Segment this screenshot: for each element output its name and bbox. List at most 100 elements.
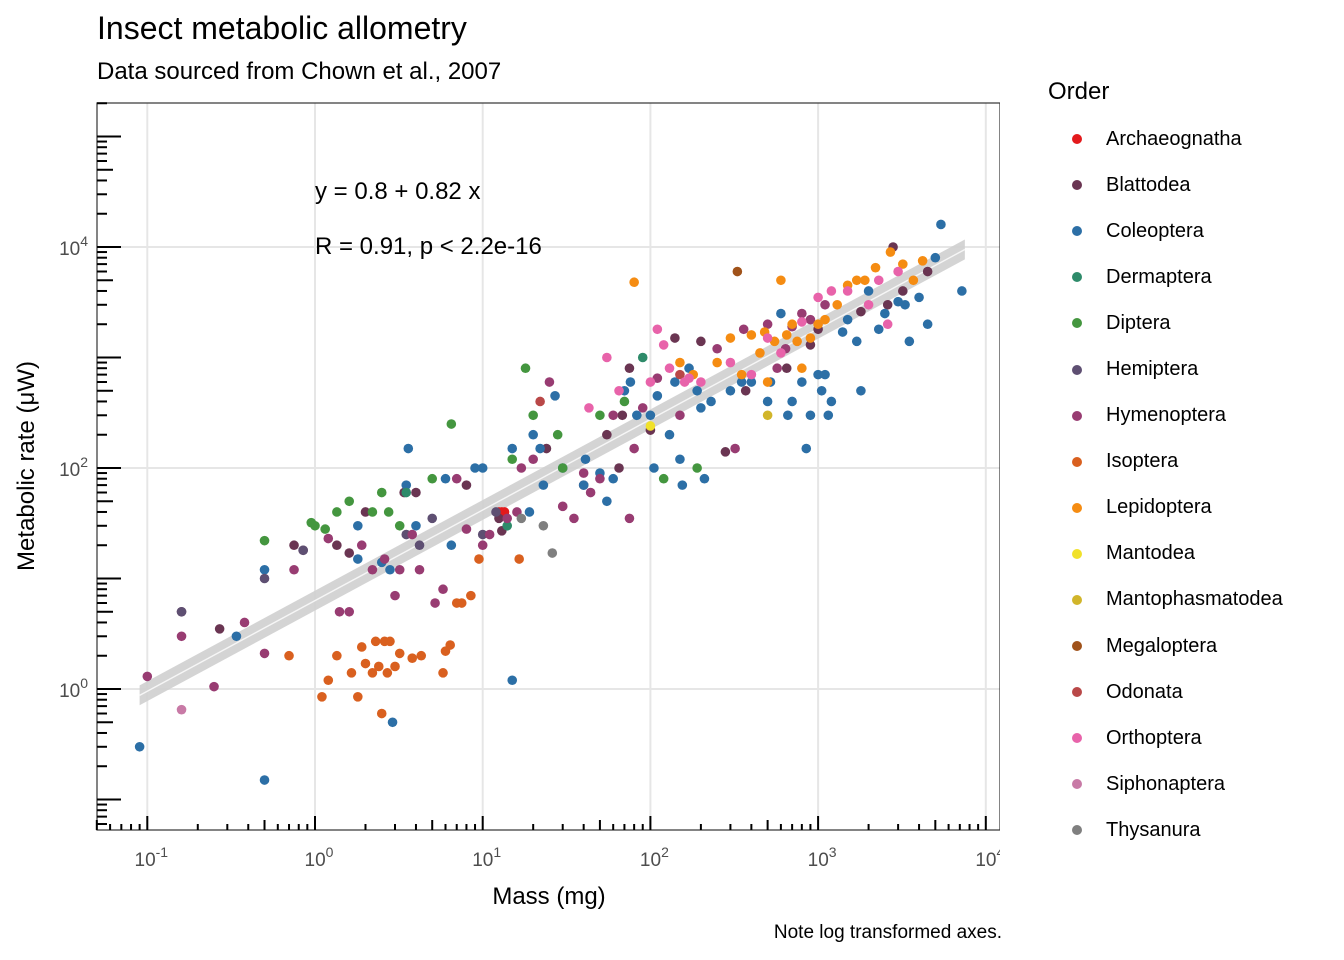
data-point [477,529,488,540]
data-point [762,396,773,407]
plot-panel-border [96,102,1000,831]
data-point [544,377,555,387]
data-point [898,286,908,296]
data-point [332,540,342,551]
legend-item: Hemiptera [1048,346,1283,392]
data-point [608,473,618,484]
data-point [816,385,827,396]
data-point [214,624,225,634]
series-orthoptera [584,266,903,413]
data-point [696,377,706,387]
data-point [367,668,378,678]
data-point [535,443,545,454]
data-point [619,396,630,407]
data-point [792,336,802,347]
data-point [863,299,874,310]
data-point [930,252,941,263]
data-point [360,658,371,669]
data-point [820,299,830,310]
data-point [692,385,702,396]
data-point [484,529,495,540]
data-point [922,319,933,330]
legend-key [1048,825,1106,836]
data-point [394,648,405,659]
data-point [746,369,757,380]
data-point [677,480,688,490]
data-point [385,636,395,647]
data-point [176,606,187,617]
data-point [401,480,412,490]
data-point [863,286,874,296]
data-point [776,308,786,319]
x-tick-label: 10-1 [135,844,169,871]
data-point [407,653,418,663]
data-point [746,377,757,387]
data-point [477,463,488,473]
data-point [411,487,421,498]
data-point [762,377,773,387]
data-point [696,336,706,347]
data-point [880,308,890,319]
data-point [520,363,531,374]
legend-dot [1072,318,1082,329]
scatter-plot: 10-1 100 101 102 103 104 100 102 104 Mass (mg) Met… [13,102,1000,910]
legend-item: Orthoptera [1048,715,1283,761]
data-point [893,266,903,277]
data-point [323,533,334,544]
legend-label: Megaloptera [1106,634,1218,657]
data-point [332,650,342,661]
data-point [725,385,736,396]
data-point [614,385,624,396]
data-point [645,421,656,431]
data-point [914,292,924,303]
legend: Order Archaeognatha Blattodea Coleoptera De… [1048,78,1283,854]
data-point [781,363,792,374]
data-point [762,333,773,343]
data-point [550,391,560,401]
data-point [614,463,624,473]
data-point [670,377,680,387]
data-point [446,540,457,551]
data-point [645,377,656,387]
data-point [856,385,866,396]
data-point [538,480,549,490]
legend-label: Hemiptera [1106,358,1199,381]
data-point [658,340,669,350]
data-point [730,443,740,454]
data-point [524,507,535,517]
legend-label: Archaeognatha [1106,127,1242,150]
data-point [832,299,843,310]
data-point [403,443,414,454]
data-point [367,507,378,517]
data-point [860,275,870,286]
data-point [617,410,628,421]
data-point [259,535,270,546]
data-point [427,473,438,484]
chart-caption: Note log transformed axes. [773,922,1002,943]
legend-key [1048,548,1106,559]
data-point [762,410,773,421]
data-point [837,327,848,337]
data-point [528,410,538,421]
data-point [712,343,722,354]
data-point [535,396,545,407]
legend-dot [1072,180,1082,191]
legend-dot [1072,410,1082,421]
legend-item: Hymenoptera [1048,393,1283,439]
data-point [882,319,893,330]
series-lepidoptera [629,247,928,387]
data-point [416,650,427,661]
data-point [382,668,393,678]
data-point [407,529,418,540]
data-point [732,266,743,277]
data-point [231,631,242,642]
legend-key [1048,779,1106,790]
data-point [353,691,363,702]
data-point [885,247,896,257]
series-megaloptera [732,266,743,277]
legend-dot [1072,733,1082,744]
data-point [602,352,612,363]
data-point [390,661,400,672]
data-point [356,540,367,551]
data-point [917,256,928,266]
